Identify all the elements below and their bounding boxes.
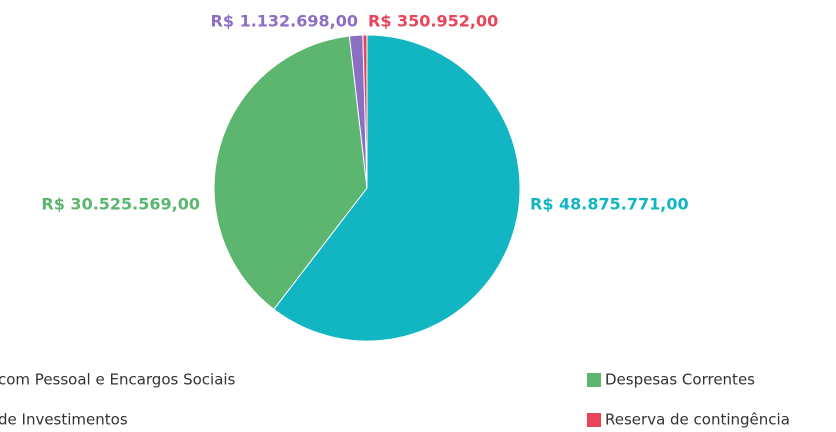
legend-label: Reserva de contingência: [605, 411, 790, 429]
legend-swatch: [587, 413, 601, 427]
pie-slice: [213, 35, 368, 311]
value-label: R$ 350.952,00: [368, 12, 498, 31]
value-label: R$ 30.525.569,00: [41, 195, 200, 214]
pie-slice: [273, 34, 521, 342]
legend-label: com Pessoal e Encargos Sociais: [0, 371, 236, 389]
legend-label: de Investimentos: [0, 411, 128, 429]
pie-slice: [362, 34, 368, 189]
legend-label: Despesas Correntes: [605, 371, 755, 389]
value-label: R$ 48.875.771,00: [530, 195, 689, 214]
legend-swatch: [587, 373, 601, 387]
value-label: R$ 1.132.698,00: [211, 12, 358, 31]
